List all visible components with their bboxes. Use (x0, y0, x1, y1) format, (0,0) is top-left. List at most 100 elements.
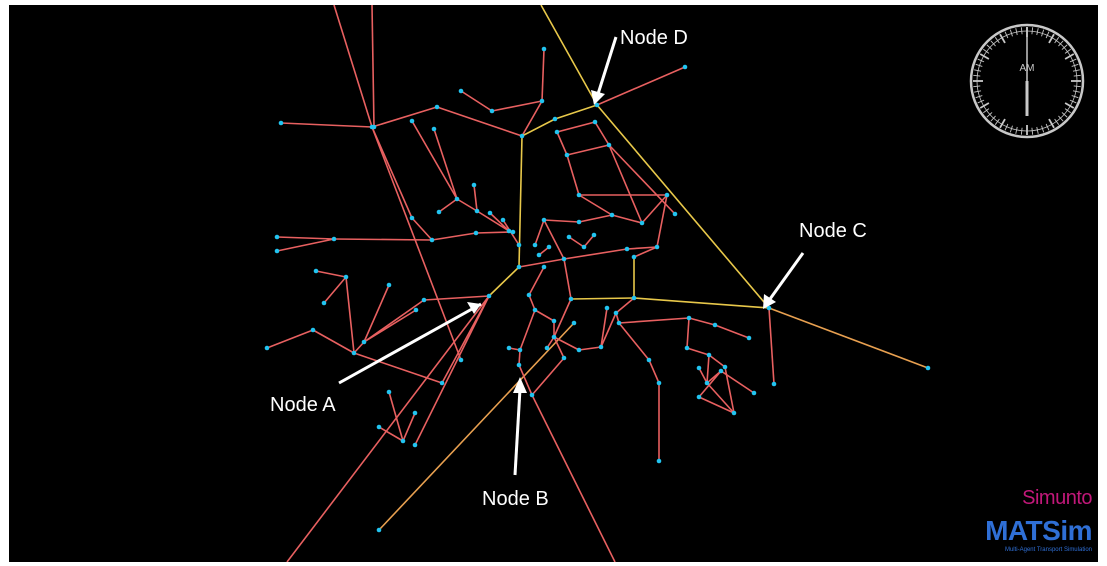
network-node[interactable] (517, 347, 523, 353)
network-node[interactable] (564, 152, 570, 158)
network-node[interactable] (516, 242, 522, 248)
network-node[interactable] (639, 220, 645, 226)
network-node[interactable] (474, 208, 480, 214)
network-node[interactable] (604, 305, 610, 311)
network-node[interactable] (684, 345, 690, 351)
network-node[interactable] (506, 228, 512, 234)
network-node[interactable] (631, 295, 637, 301)
network-node[interactable] (552, 116, 558, 122)
network-node[interactable] (696, 365, 702, 371)
network-node[interactable] (458, 88, 464, 94)
network-node[interactable] (609, 212, 615, 218)
network-node[interactable] (274, 248, 280, 254)
network-node[interactable] (274, 234, 280, 240)
network-node[interactable] (321, 300, 327, 306)
network-node[interactable] (400, 438, 406, 444)
network-node[interactable] (532, 307, 538, 313)
network-node[interactable] (473, 230, 479, 236)
network-node[interactable] (386, 389, 392, 395)
network-node[interactable] (576, 192, 582, 198)
network-node[interactable] (434, 104, 440, 110)
network-node[interactable] (654, 244, 660, 250)
network-node[interactable] (664, 192, 670, 198)
network-node[interactable] (510, 229, 516, 235)
network-node[interactable] (516, 264, 522, 270)
network-node[interactable] (576, 219, 582, 225)
network-node[interactable] (532, 242, 538, 248)
network-node[interactable] (471, 182, 477, 188)
network-node[interactable] (606, 142, 612, 148)
network-node[interactable] (646, 357, 652, 363)
network-node[interactable] (616, 320, 622, 326)
network-node[interactable] (310, 327, 316, 333)
network-node[interactable] (412, 442, 418, 448)
network-node[interactable] (516, 362, 522, 368)
network-node[interactable] (386, 282, 392, 288)
network-node[interactable] (624, 246, 630, 252)
network-node[interactable] (656, 380, 662, 386)
network-node[interactable] (568, 296, 574, 302)
network-node[interactable] (351, 350, 357, 356)
network-node[interactable] (766, 305, 772, 311)
network-node[interactable] (529, 392, 535, 398)
network-node[interactable] (409, 118, 415, 124)
network-node[interactable] (704, 380, 710, 386)
network-node[interactable] (566, 234, 572, 240)
network-node[interactable] (376, 527, 382, 533)
network-node[interactable] (554, 129, 560, 135)
network-node[interactable] (439, 380, 445, 386)
network-node[interactable] (500, 217, 506, 223)
network-node[interactable] (594, 102, 600, 108)
network-node[interactable] (682, 64, 688, 70)
network-node[interactable] (706, 352, 712, 358)
network-node[interactable] (581, 244, 587, 250)
network-node[interactable] (458, 357, 464, 363)
network-node[interactable] (486, 293, 492, 299)
network-viewport[interactable]: Node A Node B Node C Node D AM Simunto M… (9, 5, 1098, 562)
network-node[interactable] (731, 410, 737, 416)
network-node[interactable] (672, 211, 678, 217)
network-node[interactable] (278, 120, 284, 126)
network-node[interactable] (454, 196, 460, 202)
network-node[interactable] (712, 322, 718, 328)
network-node[interactable] (722, 364, 728, 370)
network-node[interactable] (519, 133, 525, 139)
network-node[interactable] (331, 236, 337, 242)
network-node[interactable] (376, 424, 382, 430)
network-node[interactable] (371, 124, 377, 130)
network-node[interactable] (771, 381, 777, 387)
network-node[interactable] (429, 237, 435, 243)
network-node[interactable] (571, 320, 577, 326)
network-node[interactable] (546, 244, 552, 250)
network-node[interactable] (264, 345, 270, 351)
network-node[interactable] (361, 339, 367, 345)
network-node[interactable] (925, 365, 931, 371)
network-node[interactable] (526, 292, 532, 298)
network-node[interactable] (551, 334, 557, 340)
network-node[interactable] (696, 394, 702, 400)
network-node[interactable] (541, 217, 547, 223)
road-network-map[interactable] (9, 5, 1098, 562)
network-node[interactable] (551, 318, 557, 324)
network-node[interactable] (751, 390, 757, 396)
network-node[interactable] (631, 254, 637, 260)
network-node[interactable] (656, 458, 662, 464)
network-node[interactable] (561, 355, 567, 361)
network-node[interactable] (489, 108, 495, 114)
network-node[interactable] (436, 209, 442, 215)
network-node[interactable] (592, 119, 598, 125)
network-node[interactable] (536, 252, 542, 258)
network-node[interactable] (541, 46, 547, 52)
network-node[interactable] (613, 310, 619, 316)
network-node[interactable] (506, 345, 512, 351)
network-node[interactable] (541, 264, 547, 270)
network-node[interactable] (343, 274, 349, 280)
network-node[interactable] (487, 210, 493, 216)
network-node[interactable] (598, 344, 604, 350)
network-node[interactable] (421, 297, 427, 303)
network-node[interactable] (544, 345, 550, 351)
network-node[interactable] (431, 126, 437, 132)
network-node[interactable] (561, 256, 567, 262)
network-node[interactable] (409, 215, 415, 221)
network-node[interactable] (686, 315, 692, 321)
